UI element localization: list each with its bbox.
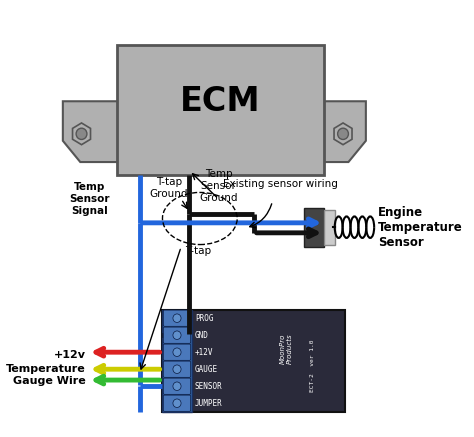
Circle shape — [173, 365, 181, 374]
Circle shape — [173, 348, 181, 357]
Circle shape — [173, 314, 181, 323]
FancyBboxPatch shape — [164, 327, 191, 343]
Polygon shape — [73, 123, 91, 145]
Text: Existing sensor wiring: Existing sensor wiring — [223, 179, 338, 189]
FancyBboxPatch shape — [164, 361, 191, 377]
FancyBboxPatch shape — [117, 45, 324, 175]
FancyBboxPatch shape — [164, 395, 191, 411]
Circle shape — [173, 331, 181, 340]
Polygon shape — [334, 123, 352, 145]
Text: ECM: ECM — [180, 85, 261, 118]
Text: GAUGE: GAUGE — [195, 365, 218, 374]
Text: +12V: +12V — [195, 348, 213, 357]
FancyBboxPatch shape — [324, 210, 335, 245]
Circle shape — [76, 128, 87, 139]
FancyBboxPatch shape — [163, 310, 191, 412]
Text: JUMPER: JUMPER — [195, 399, 223, 408]
Text: SENSOR: SENSOR — [195, 382, 223, 391]
FancyBboxPatch shape — [163, 310, 345, 412]
Text: Temperature
Gauge Wire: Temperature Gauge Wire — [6, 364, 86, 385]
Text: MoonPro
Products: MoonPro Products — [280, 333, 293, 364]
Circle shape — [173, 382, 181, 391]
Circle shape — [173, 399, 181, 407]
FancyBboxPatch shape — [303, 208, 324, 247]
Polygon shape — [308, 101, 366, 162]
Text: GND: GND — [195, 331, 209, 340]
Text: T-tap: T-tap — [185, 246, 211, 256]
FancyBboxPatch shape — [164, 310, 191, 326]
Text: T-tap
Ground: T-tap Ground — [149, 177, 188, 199]
Polygon shape — [63, 101, 121, 162]
Circle shape — [337, 128, 348, 139]
Text: PROG: PROG — [195, 314, 213, 323]
Text: Temp
Sensor
Ground: Temp Sensor Ground — [199, 169, 238, 202]
FancyBboxPatch shape — [164, 344, 191, 361]
Text: +12v: +12v — [54, 350, 86, 360]
Text: Temp
Sensor
Signal: Temp Sensor Signal — [70, 182, 110, 215]
FancyBboxPatch shape — [164, 378, 191, 394]
Text: ECT-2  ver 1.0: ECT-2 ver 1.0 — [310, 340, 315, 392]
Text: Engine
Temperature
Sensor: Engine Temperature Sensor — [378, 206, 463, 249]
